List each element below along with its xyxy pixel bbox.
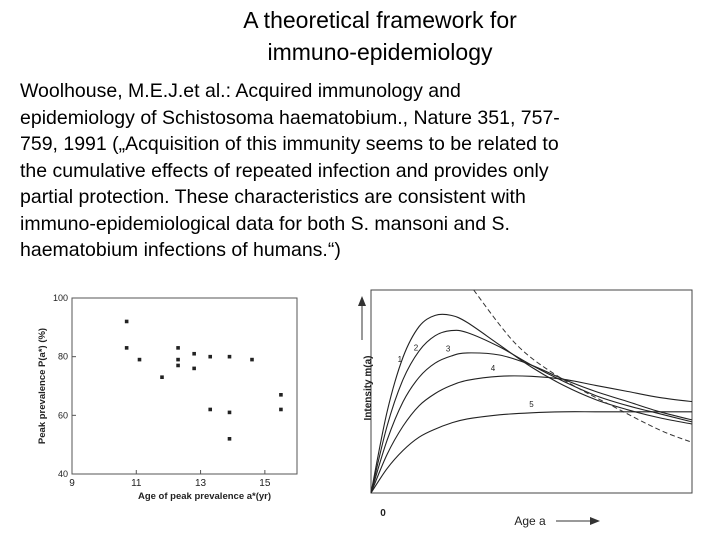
data-point	[192, 366, 196, 371]
series-label: 3	[446, 344, 451, 353]
series-label: 1	[398, 355, 403, 364]
series-line	[370, 352, 693, 494]
x-axis-arrow-head	[590, 517, 600, 525]
title-line-2: immuno-epidemiology	[267, 39, 493, 65]
series-line	[370, 313, 693, 494]
data-point	[137, 357, 142, 362]
data-point	[176, 363, 180, 368]
x-axis-label: Age of peak prevalence a*(yr)	[138, 491, 271, 502]
data-point	[227, 354, 232, 359]
y-tick-label: 100	[53, 293, 68, 303]
title-line-1: A theoretical framework for	[243, 7, 517, 33]
data-point	[160, 375, 164, 379]
y-axis-label: Peak prevalence P(a*) (%)	[37, 328, 48, 444]
slide-title: A theoretical framework for immuno-epide…	[0, 4, 720, 68]
citation-line: 759, 1991 („Acquisition of this immunity…	[20, 133, 559, 155]
y-tick-label: 80	[58, 352, 68, 362]
series-label: 2	[414, 344, 419, 353]
data-point	[208, 354, 213, 359]
dashed-envelope-line	[473, 289, 693, 443]
data-point	[279, 393, 283, 397]
data-point	[208, 407, 213, 412]
data-point	[279, 407, 283, 412]
x-axis-label: Age a	[514, 514, 546, 528]
scatter-plot-frame	[71, 297, 298, 475]
origin-label: 0	[380, 508, 386, 519]
series-line	[370, 411, 692, 494]
citation-line: the cumulative effects of repeated infec…	[20, 159, 549, 182]
x-tick-label: 11	[131, 478, 142, 489]
y-axis-label: Intensity m(a)	[363, 355, 374, 420]
data-point	[227, 437, 232, 441]
series-label: 4	[491, 364, 496, 373]
y-tick-label: 40	[58, 469, 68, 479]
series-label: 5	[529, 400, 534, 409]
intensity-plot-frame	[370, 289, 693, 494]
citation-text: Woolhouse, M.E.J.et al.: Acquired immuno…	[20, 78, 710, 264]
citation-line: partial protection. These characteristic…	[20, 186, 526, 208]
intensity-chart: 1 2 3 4 5 0 Age a Intensity m(a)	[358, 289, 693, 528]
y-axis-arrow-head	[358, 296, 366, 306]
series-line	[370, 375, 693, 494]
scatter-chart: 40 60 80 100 9 11 13 15 Age of peak prevalence a…	[37, 293, 298, 502]
x-tick-label: 9	[69, 478, 75, 489]
data-point	[227, 410, 232, 415]
y-tick-label: 60	[58, 410, 68, 420]
data-point	[176, 346, 180, 350]
data-point	[176, 357, 180, 362]
citation-line: haematobium infections of humans.“)	[20, 239, 341, 261]
data-point	[124, 319, 129, 324]
citation-line: Woolhouse, M.E.J.et al.: Acquired immuno…	[20, 80, 461, 102]
data-point	[124, 346, 129, 350]
data-point	[250, 357, 254, 362]
data-point	[192, 351, 196, 356]
x-tick-label: 13	[195, 478, 207, 489]
series-line	[370, 329, 693, 494]
citation-line: epidemiology of Schistosoma haematobium.…	[20, 106, 560, 129]
x-tick-label: 15	[259, 478, 271, 489]
citation-line: immuno-epidemiological data for both S. …	[20, 212, 510, 235]
